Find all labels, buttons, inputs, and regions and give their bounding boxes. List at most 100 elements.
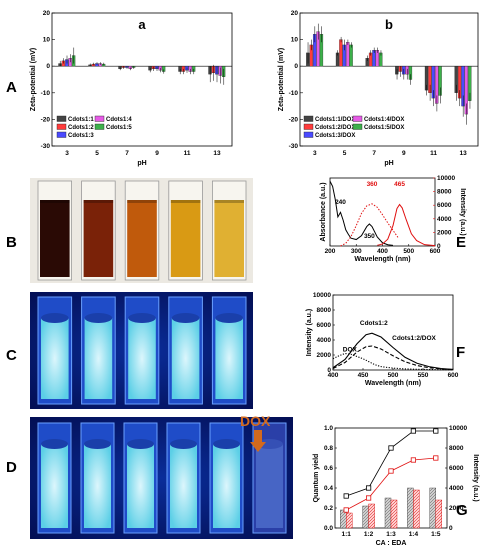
curve-label: Cdots1:2/DOX — [392, 335, 436, 342]
legend-swatch — [352, 115, 363, 122]
peak-label: 240 — [335, 199, 346, 206]
panel-label-d: D — [6, 459, 17, 476]
panel-label-f: F — [456, 344, 465, 361]
y-tick-label: 20 — [291, 10, 299, 17]
legend-swatch — [56, 123, 67, 130]
y-axis-label: Zeta-potential (mV) — [30, 48, 37, 111]
y2-tick-label: 0 — [437, 243, 441, 250]
meniscus — [83, 200, 114, 203]
x-tick-label: 9 — [402, 150, 406, 157]
line-marker — [343, 507, 349, 513]
line-marker — [410, 428, 417, 434]
liquid — [83, 200, 114, 277]
legend-swatch — [303, 131, 314, 138]
photo-vials-uv-dox — [30, 417, 293, 539]
y-axis-label: Absorbance (a.u.) — [320, 182, 327, 241]
bar — [346, 42, 350, 67]
y-tick-label: 2000 — [317, 352, 332, 359]
fluorescent-liquid — [41, 444, 68, 528]
panel-label-g: G — [456, 502, 468, 519]
legend-label: Cdots1:5/DOX — [364, 125, 404, 131]
peak-label: 350 — [364, 233, 375, 240]
meniscus — [214, 200, 244, 203]
y-axis-label: Quantum yield — [313, 454, 320, 503]
legend-label: Cdots1:1 — [68, 117, 94, 123]
y2-tick-label: 8000 — [449, 445, 464, 452]
panel-label-e: E — [456, 234, 466, 251]
y-tick-label: -10 — [41, 90, 51, 97]
panel-label-c: C — [6, 347, 17, 364]
series-line — [346, 430, 436, 497]
line-marker — [433, 428, 439, 434]
fluorescent-liquid — [41, 318, 69, 399]
dox-label: DOX — [240, 413, 271, 429]
chart-subtitle: b — [385, 17, 393, 32]
qy-bar — [407, 487, 414, 529]
y-tick-label: 10 — [43, 37, 51, 44]
x-tick-label: 13 — [460, 150, 468, 157]
x-tick-label: 3 — [65, 150, 69, 157]
liquid — [127, 200, 157, 277]
legend-label: Cdots1:4/DOX — [364, 117, 404, 123]
y-tick-label: 20 — [43, 10, 51, 17]
y-tick-label: 4000 — [317, 337, 332, 344]
x-tick-label: 400 — [377, 248, 388, 255]
y2-tick-label: 0 — [449, 525, 453, 532]
x-tick-label: 500 — [403, 248, 414, 255]
qy-bar — [429, 487, 436, 529]
qy-bar — [340, 509, 347, 529]
x-tick-label: 7 — [372, 150, 376, 157]
x-tick-label: 550 — [418, 372, 429, 379]
x-tick-label: 5 — [343, 150, 347, 157]
x-axis-label: pH — [384, 160, 393, 167]
x-axis-label: Wavelength (nm) — [354, 256, 410, 263]
x-tick-label: 11 — [430, 150, 437, 157]
y-tick-label: 6000 — [317, 322, 332, 329]
line-marker — [410, 457, 417, 463]
y-tick-label: 8000 — [317, 307, 332, 314]
plot-frame — [332, 294, 454, 371]
y2-tick-label: 6000 — [449, 465, 464, 472]
fluorescent-liquid — [84, 318, 113, 399]
y2-tick-label: 6000 — [437, 202, 452, 209]
fluorescent-liquid — [215, 318, 243, 399]
peak-label: 360 — [367, 181, 378, 188]
meniscus — [215, 313, 243, 323]
y2-tick-label: 4000 — [437, 216, 452, 223]
meniscus — [213, 439, 240, 449]
liquid — [214, 200, 244, 277]
y-tick-label: 1.0 — [324, 425, 333, 432]
y2-tick-label: 10000 — [449, 425, 467, 432]
y-tick-label: 0.6 — [324, 465, 333, 472]
y-tick-label: -10 — [289, 90, 299, 97]
plot-frame — [329, 177, 436, 247]
curve-label: Cdots1:2 — [360, 320, 388, 327]
fluorescent-liquid — [256, 444, 283, 528]
intensity-bar — [390, 499, 398, 529]
x-tick-label: 500 — [388, 372, 399, 379]
y-tick-label: 0.4 — [324, 485, 333, 492]
y-tick-label: 10 — [291, 37, 299, 44]
y-tick-label: -20 — [289, 116, 299, 123]
x-tick-label: 300 — [351, 248, 362, 255]
y-tick-label: -30 — [289, 143, 299, 150]
photo-vials-daylight — [30, 178, 253, 283]
legend-swatch — [56, 131, 67, 138]
x-tick-label: 600 — [448, 372, 459, 379]
x-tick-label: 200 — [325, 248, 336, 255]
y-tick-label: 0 — [294, 63, 298, 70]
chart-subtitle: a — [138, 17, 146, 32]
fluorescent-liquid — [128, 318, 156, 399]
meniscus — [84, 439, 111, 449]
line-marker — [388, 445, 394, 451]
line-marker — [365, 485, 372, 491]
x-tick-label: 1:5 — [431, 531, 441, 538]
y-tick-label: 0.8 — [324, 445, 333, 452]
x-axis-label: Wavelength (nm) — [365, 380, 421, 387]
line-marker — [343, 493, 349, 499]
line-marker — [388, 468, 394, 474]
y-tick-label: -20 — [41, 116, 51, 123]
y-tick-label: 0 — [46, 63, 50, 70]
legend-swatch — [303, 123, 314, 130]
